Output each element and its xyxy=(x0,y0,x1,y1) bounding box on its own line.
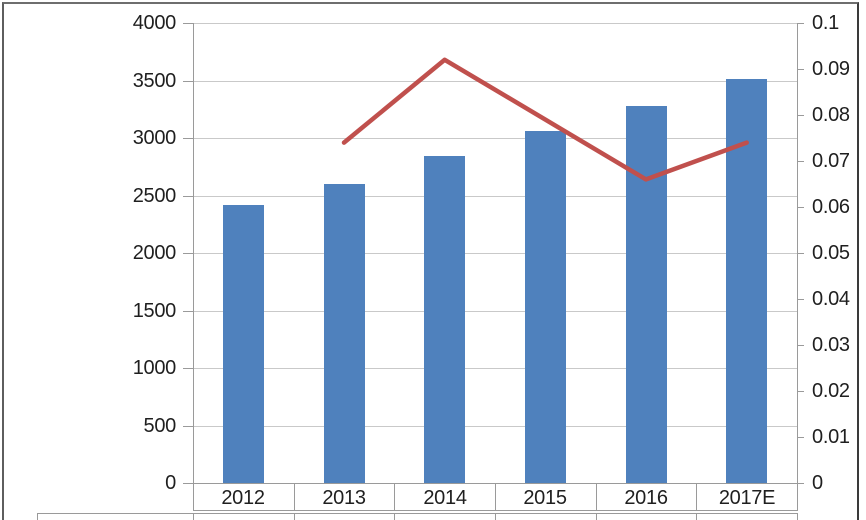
left-axis-tick xyxy=(183,253,193,254)
category-cell-divider xyxy=(193,483,194,511)
right-axis-label: 0.07 xyxy=(812,150,850,172)
left-axis-label: 4000 xyxy=(132,12,177,34)
category-cell-divider xyxy=(495,483,496,511)
left-axis-tick xyxy=(183,23,193,24)
left-axis-label: 0 xyxy=(165,472,176,494)
right-axis-label: 0.03 xyxy=(812,334,850,356)
right-axis-tick xyxy=(797,437,804,438)
left-axis-tick xyxy=(183,196,193,197)
right-axis-tick xyxy=(797,115,804,116)
data-table-divider xyxy=(394,513,395,520)
gridline xyxy=(193,23,797,24)
left-axis-label: 3500 xyxy=(132,70,177,92)
category-label-2015: 2015 xyxy=(523,487,567,509)
right-axis-label: 0.08 xyxy=(812,104,850,126)
data-table-divider xyxy=(37,513,38,520)
right-axis-tick xyxy=(797,23,804,24)
category-label-2012: 2012 xyxy=(221,487,265,509)
gridline xyxy=(193,311,797,312)
right-axis-line xyxy=(797,23,798,511)
category-label-2014: 2014 xyxy=(423,487,467,509)
data-table-divider xyxy=(797,513,798,520)
right-axis-tick xyxy=(797,161,804,162)
bar-2015 xyxy=(525,131,566,483)
left-axis-label: 1500 xyxy=(132,300,177,322)
right-axis-tick xyxy=(797,299,804,300)
right-axis-label: 0.06 xyxy=(812,196,850,218)
right-axis-label: 0.04 xyxy=(812,288,850,310)
right-axis-tick xyxy=(797,253,804,254)
gridline xyxy=(193,368,797,369)
left-axis-tick xyxy=(183,483,193,484)
right-axis-tick xyxy=(797,69,804,70)
data-table-top-border xyxy=(37,513,798,514)
right-axis-tick xyxy=(797,207,804,208)
right-axis-label: 0.02 xyxy=(812,380,850,402)
left-axis-label: 3000 xyxy=(132,127,177,149)
right-axis-label: 0.05 xyxy=(812,242,850,264)
category-cell-divider xyxy=(294,483,295,511)
right-axis-label: 0.09 xyxy=(812,58,850,80)
category-cell-divider xyxy=(596,483,597,511)
gridline xyxy=(193,426,797,427)
data-table-divider xyxy=(596,513,597,520)
left-axis-tick xyxy=(183,138,193,139)
category-label-2016: 2016 xyxy=(624,487,668,509)
bar-2012 xyxy=(223,205,264,483)
left-axis-tick xyxy=(183,368,193,369)
category-cell-divider xyxy=(797,483,798,511)
right-axis-tick xyxy=(797,483,804,484)
bar-2016 xyxy=(626,106,667,483)
gridline xyxy=(193,196,797,197)
left-axis-label: 2500 xyxy=(132,185,177,207)
data-table-divider xyxy=(495,513,496,520)
category-label-2013: 2013 xyxy=(322,487,366,509)
left-axis-label: 500 xyxy=(143,415,177,437)
category-cell-divider xyxy=(696,483,697,511)
data-table-divider xyxy=(696,513,697,520)
line-series xyxy=(341,57,749,182)
right-axis-label: 0 xyxy=(812,472,823,494)
left-axis-label: 2000 xyxy=(132,242,177,264)
data-table-divider xyxy=(193,513,194,520)
left-axis-line xyxy=(193,23,194,483)
bar-2013 xyxy=(324,184,365,483)
data-table-divider xyxy=(294,513,295,520)
left-axis-tick xyxy=(183,81,193,82)
right-axis-tick xyxy=(797,391,804,392)
line-series-path xyxy=(341,57,749,182)
category-label-2017E: 2017E xyxy=(718,487,776,509)
left-axis-tick xyxy=(183,426,193,427)
gridline xyxy=(193,81,797,82)
right-axis-tick xyxy=(797,345,804,346)
gridline xyxy=(193,253,797,254)
right-axis-label: 0.1 xyxy=(812,12,839,34)
left-axis-tick xyxy=(183,311,193,312)
category-cell-divider xyxy=(394,483,395,511)
gridline xyxy=(193,138,797,139)
bar-2014 xyxy=(424,156,465,483)
left-axis-label: 1000 xyxy=(132,357,177,379)
right-axis-label: 0.01 xyxy=(812,426,850,448)
